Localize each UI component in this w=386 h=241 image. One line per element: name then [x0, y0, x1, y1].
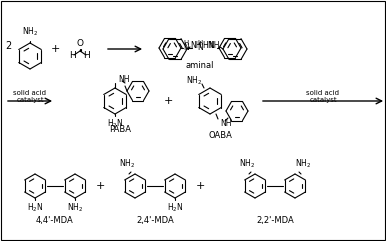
Text: solid acid: solid acid [306, 90, 340, 96]
Text: H: H [202, 41, 208, 51]
Text: NH$_2$: NH$_2$ [67, 202, 83, 214]
Text: 2,2'-MDA: 2,2'-MDA [256, 216, 294, 226]
Text: NH: NH [220, 119, 232, 127]
Text: +: + [95, 181, 105, 191]
Text: N: N [183, 43, 189, 53]
Text: H: H [197, 40, 203, 46]
Text: NH$_2$: NH$_2$ [22, 26, 38, 38]
Text: NH: NH [208, 41, 220, 51]
Text: H: H [69, 52, 76, 60]
Text: NH$_2$: NH$_2$ [295, 158, 311, 170]
Text: +: + [163, 96, 173, 106]
Text: O: O [76, 39, 83, 48]
Text: OABA: OABA [208, 132, 232, 141]
Text: H$_2$N: H$_2$N [107, 118, 123, 130]
Text: 2,4'-MDA: 2,4'-MDA [136, 216, 174, 226]
Text: H: H [183, 40, 188, 46]
Text: N: N [207, 41, 213, 51]
Text: +: + [50, 44, 60, 54]
Text: H: H [84, 52, 90, 60]
Text: NH$_2$: NH$_2$ [186, 75, 202, 87]
Text: PABA: PABA [109, 125, 131, 134]
Text: aminal: aminal [186, 61, 214, 71]
Text: catalyst: catalyst [16, 97, 44, 103]
Text: NH$_2$: NH$_2$ [239, 158, 255, 170]
Text: +: + [195, 181, 205, 191]
Text: 2: 2 [5, 41, 11, 51]
Text: 4,4'-MDA: 4,4'-MDA [36, 216, 74, 226]
Text: solid acid: solid acid [14, 90, 46, 96]
Text: N: N [197, 43, 203, 53]
Text: NH: NH [118, 74, 129, 83]
Text: H$_2$N: H$_2$N [27, 202, 43, 214]
Text: H$_2$N: H$_2$N [167, 202, 183, 214]
Text: catalyst: catalyst [309, 97, 337, 103]
Text: NH$_2$: NH$_2$ [119, 158, 135, 170]
Text: NH: NH [190, 41, 201, 51]
